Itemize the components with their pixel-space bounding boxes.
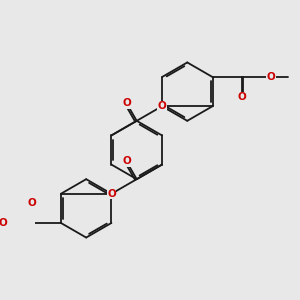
Text: O: O: [27, 197, 36, 208]
Text: O: O: [266, 72, 275, 82]
Text: O: O: [0, 218, 7, 228]
Text: O: O: [122, 98, 131, 108]
Text: O: O: [158, 101, 166, 111]
Text: O: O: [237, 92, 246, 103]
Text: O: O: [122, 157, 131, 166]
Text: O: O: [107, 189, 116, 199]
